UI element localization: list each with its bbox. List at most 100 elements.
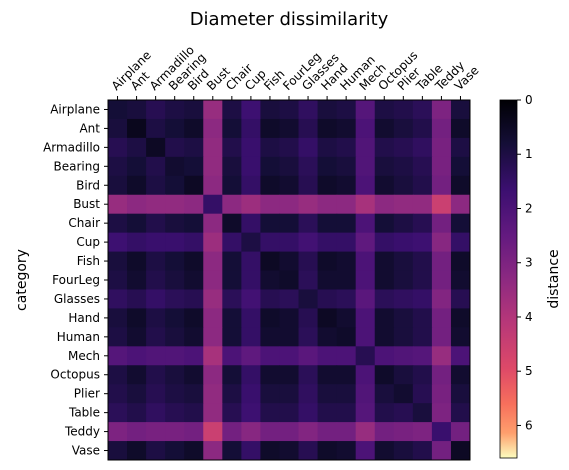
heatmap-cell bbox=[279, 441, 299, 461]
heatmap-cell bbox=[394, 214, 414, 234]
heatmap-cell bbox=[165, 100, 185, 120]
heatmap-cell bbox=[241, 346, 261, 366]
heatmap-cell bbox=[146, 138, 166, 158]
heatmap-cell bbox=[318, 365, 338, 385]
heatmap-cell bbox=[451, 289, 471, 309]
heatmap-cell bbox=[165, 384, 185, 404]
y-tick-label: Vase bbox=[72, 444, 100, 458]
heatmap-cell bbox=[184, 233, 204, 253]
heatmap-cell bbox=[318, 100, 338, 120]
heatmap-cell bbox=[108, 289, 128, 309]
heatmap-cell bbox=[413, 346, 433, 366]
heatmap-cell bbox=[222, 119, 242, 139]
heatmap-cell bbox=[146, 346, 166, 366]
heatmap-cell bbox=[318, 384, 338, 404]
heatmap-cell bbox=[203, 233, 223, 253]
heatmap-cell bbox=[356, 100, 376, 120]
heatmap-cell bbox=[260, 384, 280, 404]
heatmap-cell bbox=[222, 308, 242, 328]
heatmap-cell bbox=[184, 214, 204, 234]
heatmap-cell bbox=[451, 214, 471, 234]
heatmap-cell bbox=[337, 403, 357, 423]
heatmap-cell bbox=[413, 214, 433, 234]
heatmap-cell bbox=[241, 422, 261, 442]
heatmap-cell bbox=[413, 289, 433, 309]
heatmap-cell bbox=[222, 138, 242, 158]
heatmap-cell bbox=[260, 252, 280, 272]
heatmap-cell bbox=[222, 271, 242, 291]
heatmap-cell bbox=[318, 157, 338, 177]
heatmap-cell bbox=[432, 138, 452, 158]
heatmap-cell bbox=[127, 289, 147, 309]
heatmap-cell bbox=[432, 422, 452, 442]
heatmap-cell bbox=[394, 384, 414, 404]
heatmap-cell bbox=[413, 308, 433, 328]
heatmap-cell bbox=[432, 176, 452, 196]
heatmap-cell bbox=[337, 138, 357, 158]
heatmap-cell bbox=[108, 365, 128, 385]
heatmap-cell bbox=[413, 233, 433, 253]
heatmap-cell bbox=[432, 233, 452, 253]
heatmap-cell bbox=[299, 308, 319, 328]
heatmap-cell bbox=[108, 195, 128, 215]
heatmap-cell bbox=[108, 100, 128, 120]
heatmap-cell bbox=[318, 441, 338, 461]
heatmap-cell bbox=[299, 422, 319, 442]
colorbar-tick-label: 2 bbox=[525, 201, 533, 215]
heatmap-cell bbox=[146, 422, 166, 442]
y-tick-label: Cup bbox=[76, 235, 100, 249]
heatmap-cell bbox=[356, 157, 376, 177]
heatmap-cell bbox=[146, 327, 166, 347]
heatmap-cell bbox=[203, 422, 223, 442]
heatmap-cell bbox=[184, 138, 204, 158]
heatmap-cell bbox=[222, 384, 242, 404]
heatmap-cell bbox=[337, 422, 357, 442]
heatmap-cell bbox=[146, 252, 166, 272]
heatmap-cell bbox=[165, 214, 185, 234]
heatmap-cell bbox=[203, 214, 223, 234]
heatmap-cell bbox=[375, 176, 395, 196]
heatmap-cell bbox=[375, 214, 395, 234]
heatmap-cell bbox=[413, 252, 433, 272]
heatmap-cell bbox=[375, 195, 395, 215]
heatmap-cell bbox=[413, 422, 433, 442]
heatmap-cell bbox=[146, 271, 166, 291]
heatmap-cell bbox=[146, 365, 166, 385]
heatmap-cell bbox=[241, 252, 261, 272]
heatmap-cell bbox=[184, 289, 204, 309]
heatmap-cell bbox=[222, 100, 242, 120]
heatmap-cell bbox=[451, 100, 471, 120]
heatmap-cell bbox=[241, 308, 261, 328]
heatmap-cell bbox=[299, 252, 319, 272]
heatmap-cell bbox=[337, 365, 357, 385]
heatmap-cell bbox=[375, 365, 395, 385]
heatmap-cell bbox=[279, 176, 299, 196]
heatmap-cell bbox=[356, 308, 376, 328]
heatmap-cell bbox=[260, 308, 280, 328]
heatmap-cell bbox=[279, 252, 299, 272]
y-tick-label: Human bbox=[57, 330, 100, 344]
x-tick-group: AirplaneAntArmadilloBearingBirdBustChair… bbox=[109, 43, 482, 100]
heatmap-cell bbox=[432, 365, 452, 385]
heatmap-cell bbox=[127, 252, 147, 272]
heatmap-cell bbox=[432, 214, 452, 234]
heatmap-cell bbox=[184, 157, 204, 177]
heatmap-cell bbox=[146, 403, 166, 423]
heatmap-cell bbox=[432, 195, 452, 215]
heatmap-cell bbox=[165, 441, 185, 461]
heatmap-cell bbox=[184, 422, 204, 442]
heatmap-cell bbox=[127, 176, 147, 196]
heatmap-cell bbox=[203, 195, 223, 215]
heatmap-cell bbox=[394, 422, 414, 442]
heatmap-cell bbox=[279, 346, 299, 366]
heatmap-cell bbox=[394, 138, 414, 158]
heatmap-cell bbox=[260, 119, 280, 139]
heatmap-cell bbox=[279, 214, 299, 234]
heatmap-cell bbox=[184, 441, 204, 461]
y-tick-label: Plier bbox=[74, 387, 100, 401]
heatmap-cell bbox=[127, 365, 147, 385]
heatmap-cell bbox=[451, 195, 471, 215]
heatmap-cell bbox=[356, 384, 376, 404]
heatmap-cell bbox=[451, 422, 471, 442]
heatmap-cell bbox=[184, 346, 204, 366]
